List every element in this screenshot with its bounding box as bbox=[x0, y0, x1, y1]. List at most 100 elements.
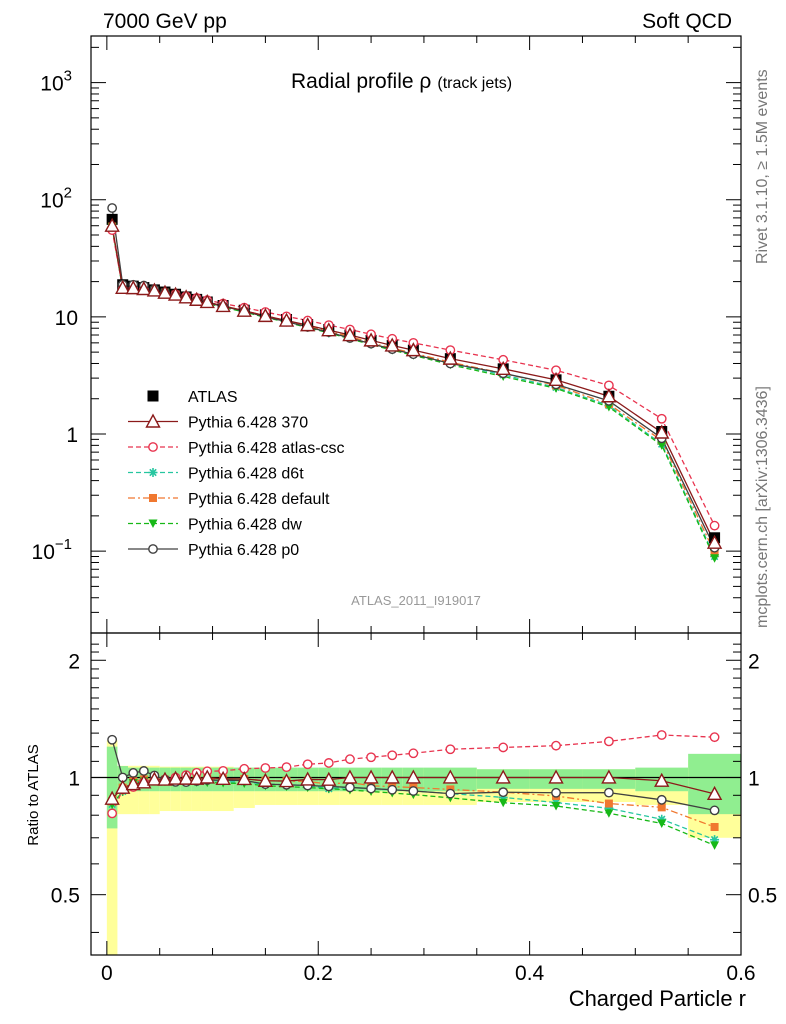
mcplots-reference-label: mcplots.cern.ch [arXiv:1306.3436] bbox=[754, 386, 771, 628]
y-tick-label: 102 bbox=[40, 185, 72, 213]
ratio-point-p0 bbox=[498, 787, 509, 798]
series-point-p370 bbox=[342, 327, 358, 342]
series-point-dw bbox=[657, 441, 667, 450]
ratio-point-atlas_csc bbox=[281, 762, 292, 773]
series-point-p370 bbox=[601, 388, 617, 403]
x-tick-label: 0.2 bbox=[304, 962, 333, 985]
legend-entry-dw: Pythia 6.428 dw bbox=[128, 517, 302, 534]
x-tick-label: 0.6 bbox=[726, 962, 755, 985]
ratio-point-p0 bbox=[709, 805, 720, 816]
legend-label-p370: Pythia 6.428 370 bbox=[188, 415, 308, 432]
ratio-point-default bbox=[604, 799, 613, 808]
ratio-point-atlas_csc bbox=[345, 754, 355, 765]
ratio-point-p370 bbox=[236, 770, 252, 786]
ratio-point-p0 bbox=[107, 734, 118, 745]
ratio-point-p0 bbox=[128, 768, 139, 778]
series-point-p370 bbox=[299, 317, 316, 332]
ratio-point-p0 bbox=[603, 787, 614, 798]
legend: ATLAS Pythia 6.428 370 Pythia 6.428 atlas-… bbox=[128, 389, 345, 559]
y-tick-label: 2 bbox=[748, 650, 760, 673]
x-tick-labels: 0 0.2 0.4 0.6 bbox=[101, 962, 756, 985]
ratio-point-p370 bbox=[654, 772, 670, 787]
ratio-point-atlas_csc bbox=[323, 758, 334, 768]
ratio-point-p370 bbox=[199, 769, 215, 784]
ratio-point-default bbox=[710, 822, 719, 831]
ratio-point-atlas_csc bbox=[387, 750, 398, 761]
series-point-p370 bbox=[384, 337, 400, 352]
legend-entry-d6t: Pythia 6.428 d6t bbox=[128, 466, 304, 483]
series-point-p370 bbox=[405, 342, 422, 357]
series-point-p370 bbox=[199, 294, 215, 309]
ratio-point-p370 bbox=[363, 769, 379, 784]
ratio-point-p0 bbox=[387, 784, 398, 795]
ratio-point-p370 bbox=[342, 769, 358, 784]
series-point-p370 bbox=[104, 217, 120, 232]
ratio-point-atlas_csc bbox=[709, 732, 720, 743]
legend-marker-p370 bbox=[145, 413, 161, 428]
series-point-default bbox=[710, 548, 719, 557]
series-point-atlas_csc bbox=[656, 413, 667, 424]
ratio-point-p370 bbox=[495, 769, 511, 784]
ratio-point-p370 bbox=[405, 769, 422, 784]
ratio-point-p370 bbox=[104, 790, 120, 805]
ratio-ytick-labels: 2 2 1 1 0.5 0.5 bbox=[51, 650, 777, 907]
ratio-series bbox=[104, 730, 723, 850]
ratio-point-p370 bbox=[706, 785, 723, 801]
ratio-point-atlas_csc bbox=[302, 759, 313, 770]
ratio-point-d6t bbox=[710, 835, 720, 845]
ratio-point-p0 bbox=[408, 786, 419, 796]
series-point-p370 bbox=[442, 350, 459, 365]
ratio-point-p370 bbox=[299, 771, 316, 786]
ratio-point-p0 bbox=[656, 794, 667, 805]
ratio-point-p370 bbox=[548, 769, 564, 784]
series-point-p370 bbox=[548, 371, 564, 387]
ratio-point-p370 bbox=[384, 769, 400, 784]
y-tick-label: 0.5 bbox=[748, 885, 777, 908]
header-energy-label: 7000 GeV pp bbox=[103, 10, 227, 33]
series-point-p370 bbox=[363, 332, 379, 347]
ratio-point-atlas_csc bbox=[408, 748, 419, 759]
ratio-point-dw bbox=[657, 819, 667, 828]
header-category-label: Soft QCD bbox=[642, 10, 732, 33]
ratio-point-p0 bbox=[445, 788, 456, 799]
legend-marker-dw bbox=[148, 519, 158, 528]
series-point-p370 bbox=[125, 280, 141, 295]
ratio-y-axis-label: Ratio to ATLAS bbox=[25, 744, 42, 845]
y-tick-label: 10−1 bbox=[32, 536, 72, 564]
series-point-p0 bbox=[107, 203, 118, 213]
series-point-p370 bbox=[236, 302, 252, 317]
series-point-p370 bbox=[157, 284, 173, 299]
series-point-p370 bbox=[654, 424, 670, 439]
series-point-p370 bbox=[136, 281, 152, 296]
series-point-p370 bbox=[215, 297, 231, 313]
main-axis-ticks bbox=[91, 36, 742, 634]
stat-uncertainty-band bbox=[688, 753, 741, 815]
ratio-point-atlas_csc bbox=[551, 740, 561, 751]
ratio-point-p0 bbox=[138, 766, 149, 776]
ratio-point-p370 bbox=[442, 769, 459, 784]
series-point-dw bbox=[710, 554, 720, 563]
y-tick-label: 10 bbox=[55, 307, 78, 330]
ratio-point-p370 bbox=[189, 770, 205, 785]
ratio-point-atlas_csc bbox=[366, 752, 376, 763]
series-point-p370 bbox=[495, 360, 511, 376]
series-point-p370 bbox=[257, 307, 274, 323]
ratio-point-p370 bbox=[257, 772, 274, 787]
ratio-point-dw bbox=[710, 841, 720, 850]
stat-uncertainty-band bbox=[106, 746, 118, 829]
ratio-point-default bbox=[657, 803, 666, 812]
legend-marker-atlas_csc bbox=[148, 442, 158, 452]
ratio-point-p370 bbox=[146, 771, 163, 786]
ratio-point-atlas_csc bbox=[107, 808, 118, 819]
ratio-panel: 2 2 1 1 0.5 0.5 0 0.2 0.4 0.6 Ratio to ATLAS Cha… bbox=[25, 632, 777, 1011]
y-tick-label: 103 bbox=[40, 68, 72, 96]
x-tick-label: 0 bbox=[101, 962, 113, 985]
legend-entry-p0: Pythia 6.428 p0 bbox=[128, 542, 299, 559]
series-point-p370 bbox=[178, 289, 194, 304]
ratio-line-default bbox=[111, 777, 715, 828]
chart-title: Radial profile ρ (track jets) bbox=[291, 70, 512, 93]
x-tick-label: 0.4 bbox=[515, 962, 545, 985]
